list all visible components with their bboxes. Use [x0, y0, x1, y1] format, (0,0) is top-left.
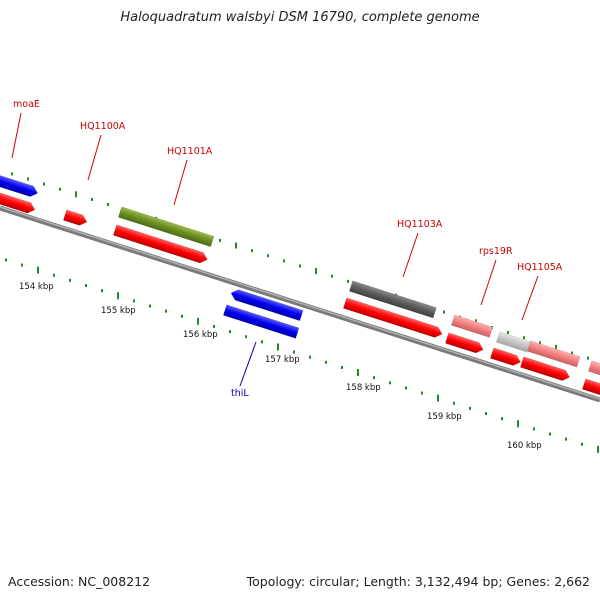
gene-feature [490, 347, 521, 366]
gene-feature [63, 209, 88, 226]
gene-label: HQ1105A [517, 262, 563, 273]
gene-feature [445, 332, 484, 354]
gene-label-leader [173, 159, 188, 206]
gene-feature [343, 297, 443, 338]
gene-label-leader [11, 112, 22, 159]
gene-label: HQ1100A [80, 121, 126, 132]
map-title: Haloquadratum walsbyi DSM 16790, complet… [120, 10, 480, 25]
gene-label-leader [402, 232, 419, 278]
gene-feature [451, 314, 494, 338]
gene-feature [349, 280, 437, 319]
gene-label-leader [521, 275, 539, 321]
scale-label: 158 kbp [346, 383, 381, 393]
gene-label-leader [239, 341, 257, 387]
scale-label: 157 kbp [265, 355, 300, 365]
gene-feature [496, 331, 531, 353]
scale-label: 160 kbp [507, 441, 542, 451]
scale-label: 154 kbp [19, 282, 54, 292]
gene-label: HQ1103A [397, 219, 443, 230]
genome-backbone [0, 205, 600, 403]
gene-label-leader [87, 134, 102, 181]
gene-label: moaE [13, 99, 40, 110]
gene-features [0, 172, 600, 400]
gene-feature [520, 356, 570, 381]
gene-label-leader [480, 259, 497, 306]
gene-feature [223, 304, 300, 339]
scale-label: 155 kbp [101, 306, 136, 316]
gene-label: HQ1101A [167, 146, 213, 157]
accession-text: Accession: NC_008212 [8, 574, 151, 589]
gene-feature [0, 172, 38, 197]
gene-feature [113, 224, 208, 264]
gene-labels: moaE HQ1100A HQ1101A HQ1103A rps19R HQ1105A th… [11, 99, 563, 399]
topology-info: Topology: circular; Length: 3,132,494 bp… [246, 574, 590, 589]
gene-feature [0, 190, 36, 214]
scale-label: 156 kbp [183, 330, 218, 340]
gene-feature [582, 378, 600, 400]
gene-label: thiL [231, 388, 249, 399]
gene-feature [118, 206, 215, 248]
gene-label: rps19R [479, 246, 513, 257]
genome-backbone-highlight [0, 206, 600, 400]
gene-feature [527, 340, 581, 368]
gene-feature [230, 289, 304, 322]
gene-feature [588, 360, 600, 381]
scale-label: 159 kbp [427, 412, 462, 422]
